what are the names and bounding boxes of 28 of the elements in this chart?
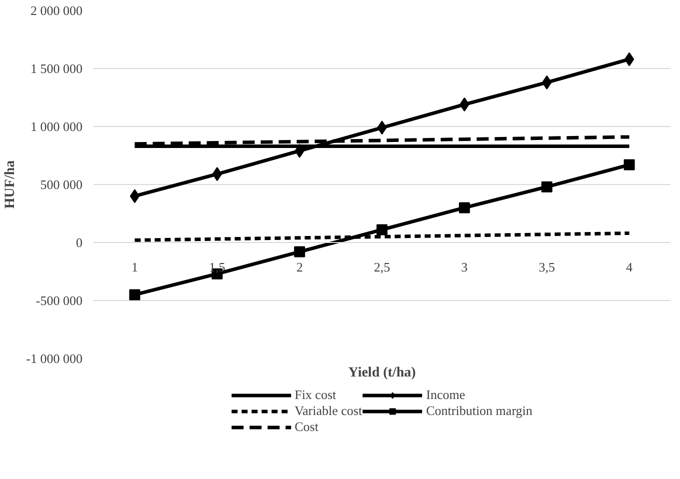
point xyxy=(458,202,470,214)
y-tick-label: 500 000 xyxy=(40,177,82,192)
y-tick-label: 2 000 000 xyxy=(30,3,82,18)
x-tick-label: 2,5 xyxy=(374,260,390,274)
x-tick-label: 2 xyxy=(296,260,303,274)
y-tick-label: 1 500 000 xyxy=(30,61,82,76)
y-axis-title: HUF/ha xyxy=(3,160,18,209)
legend-label: Income xyxy=(426,387,466,403)
y-tick-label: -1 000 000 xyxy=(26,351,83,366)
point xyxy=(624,159,635,170)
point xyxy=(129,289,140,300)
point xyxy=(294,246,306,258)
point xyxy=(624,52,634,66)
legend-label: Fix cost xyxy=(294,387,336,403)
legend-label: Contribution margin xyxy=(426,403,532,419)
x-tick-label: 4 xyxy=(626,260,634,274)
point xyxy=(130,189,140,204)
y-tick-label: -500 000 xyxy=(36,293,83,308)
legend-label: Cost xyxy=(294,419,318,435)
x-tick-label: 1 xyxy=(131,260,138,274)
point xyxy=(376,224,388,236)
y-tick-label: 1 000 000 xyxy=(30,119,82,134)
legend-label: Variable cost xyxy=(294,403,362,419)
y-tick-label: 0 xyxy=(76,235,82,250)
point xyxy=(541,181,552,192)
x-tick-label: 3 xyxy=(461,260,468,274)
x-axis-title: Yield (t/ha) xyxy=(348,366,416,380)
x-tick-label: 3,5 xyxy=(538,260,555,274)
